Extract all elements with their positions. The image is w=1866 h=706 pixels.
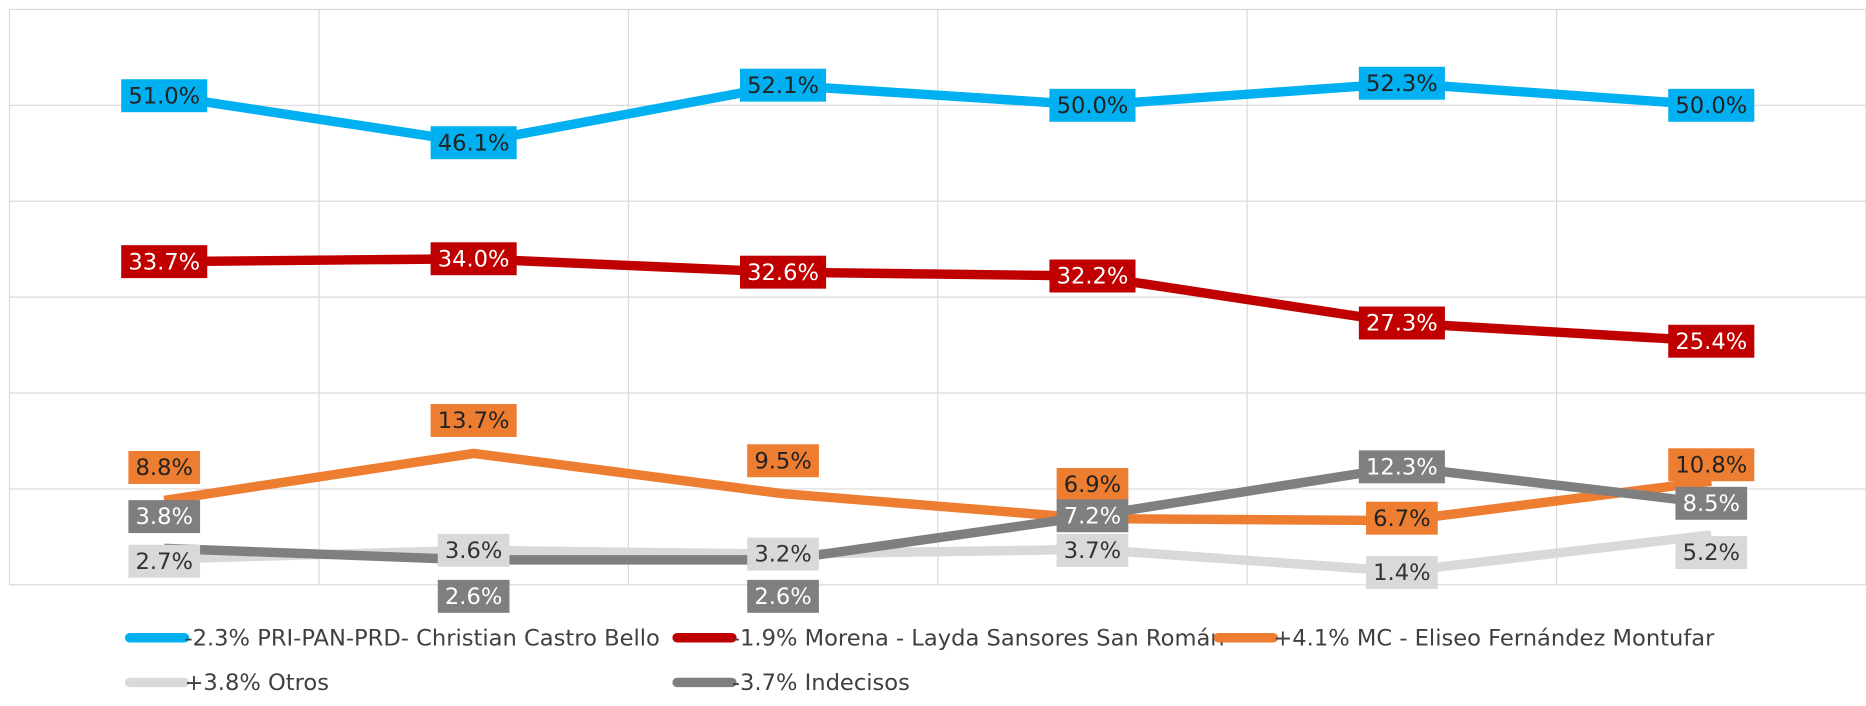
data-label: 52.1%	[747, 73, 819, 99]
data-label-box	[747, 444, 819, 478]
data-label-box	[430, 126, 517, 160]
data-label-box	[1675, 486, 1748, 520]
data-label-box	[1056, 534, 1129, 567]
legend-label: +4.1% MC - Eliseo Fernández Montufar	[1273, 626, 1715, 652]
data-label: 10.8%	[1675, 453, 1747, 479]
data-label: 1.4%	[1373, 560, 1430, 586]
data-label-box	[740, 68, 827, 102]
data-label-box	[1358, 306, 1445, 340]
data-label-box	[128, 544, 201, 578]
data-label-box	[430, 404, 517, 437]
series-line	[163, 448, 1712, 526]
data-label-box	[121, 79, 208, 113]
data-label: 3.2%	[754, 542, 811, 568]
series-line	[163, 78, 1712, 148]
data-label: 32.6%	[747, 260, 819, 286]
data-label-box	[747, 579, 819, 613]
data-label-box	[1366, 501, 1438, 535]
series-line	[164, 530, 1712, 577]
data-label: 12.3%	[1366, 455, 1438, 481]
data-label-box	[1366, 556, 1438, 590]
data-label: 3.8%	[136, 504, 193, 530]
series-line	[164, 462, 1712, 565]
data-label-box	[1668, 88, 1755, 122]
data-label-box	[437, 579, 510, 613]
data-label: 2.6%	[445, 584, 502, 610]
data-label: 3.7%	[1064, 538, 1121, 564]
data-label-box	[1668, 448, 1755, 482]
series-line	[164, 254, 1712, 346]
data-label: 33.7%	[128, 249, 200, 275]
data-label: 7.2%	[1064, 504, 1121, 530]
data-label-box	[747, 537, 819, 571]
legend-label: -2.3% PRI-PAN-PRD- Christian Castro Bell…	[184, 626, 659, 652]
data-label-box	[1675, 536, 1748, 570]
data-label-box	[121, 245, 208, 279]
data-label: 50.0%	[1057, 93, 1129, 119]
data-label: 5.2%	[1683, 540, 1740, 566]
data-label-box	[740, 255, 827, 289]
data-label-box	[1049, 88, 1136, 122]
data-label-box	[1056, 468, 1129, 501]
data-label: 2.6%	[754, 584, 811, 610]
data-label-box	[1358, 66, 1445, 100]
data-label: 46.1%	[438, 130, 510, 156]
data-label-box	[128, 450, 201, 484]
legend-label: -1.9% Morena - Layda Sansores San Román	[732, 626, 1225, 652]
data-label: 27.3%	[1366, 311, 1438, 337]
data-label-box	[128, 500, 201, 534]
legend-label: +3.8% Otros	[184, 670, 329, 696]
data-label: 9.5%	[754, 449, 811, 475]
data-label: 50.0%	[1675, 93, 1747, 119]
data-label: 8.8%	[136, 455, 193, 481]
data-label-box	[1358, 450, 1445, 484]
data-label: 6.7%	[1373, 506, 1430, 532]
data-label: 8.5%	[1683, 491, 1740, 517]
data-label: 25.4%	[1675, 329, 1747, 355]
data-label-box	[437, 533, 510, 567]
data-label: 34.0%	[438, 247, 510, 273]
data-label: 3.6%	[445, 538, 502, 564]
data-label: 6.9%	[1064, 472, 1121, 498]
data-label: 32.2%	[1057, 264, 1129, 290]
data-label: 51.0%	[128, 83, 200, 109]
data-label-box	[430, 242, 517, 276]
data-label: 13.7%	[438, 408, 510, 434]
data-label: 2.7%	[136, 549, 193, 575]
data-label-box	[1668, 324, 1755, 358]
legend-label: -3.7% Indecisos	[732, 670, 910, 696]
data-label-box	[1056, 499, 1129, 533]
data-label-box	[1049, 259, 1136, 293]
data-label: 52.3%	[1366, 71, 1438, 97]
